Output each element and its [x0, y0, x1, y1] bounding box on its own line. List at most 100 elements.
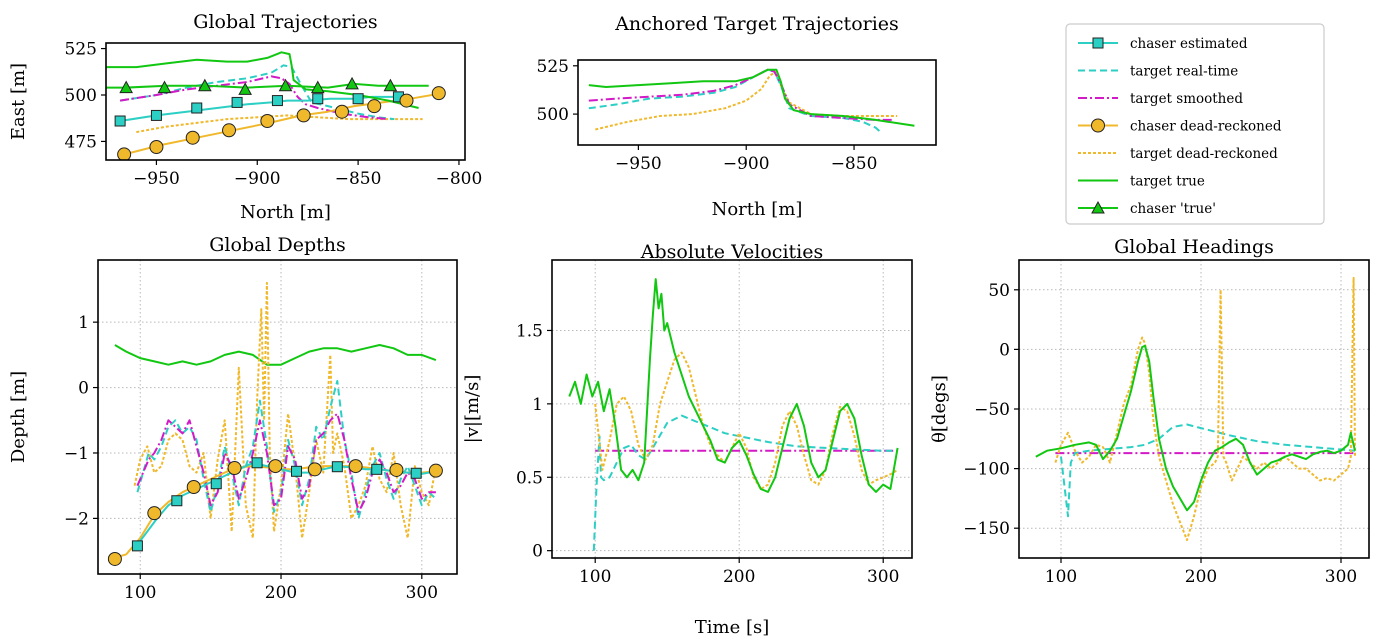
chaser-deadreckoned-marker: [107, 551, 122, 566]
chaser-estimated-marker: [231, 96, 243, 108]
y-tick-label: 500: [537, 105, 569, 125]
target-deadreckoned-line: [594, 351, 899, 490]
y-tick-label: 1: [78, 313, 89, 333]
chaser-estimated-marker: [171, 495, 183, 507]
x-axis-label: Time [s]: [695, 617, 770, 638]
chaser-deadreckoned-marker: [222, 123, 237, 138]
y-tick-label: −150: [963, 519, 1010, 539]
target-true-line: [568, 278, 899, 493]
axes-frame: [105, 42, 466, 161]
chaser-estimated-marker: [410, 467, 422, 479]
anchored-trajectories-panel: −950 −900 −850 500 525 Anchored Target Trajec…: [537, 13, 937, 220]
x-tick-label: −900: [234, 169, 281, 189]
x-tick-label: −800: [436, 169, 483, 189]
y-tick-label: 475: [65, 132, 97, 152]
legend-label: target true: [1130, 174, 1205, 190]
legend-label: target smoothed: [1130, 91, 1243, 107]
legend-label: chaser dead-reckoned: [1130, 119, 1282, 135]
y-tick-label: 50: [988, 281, 1010, 301]
x-tick-label: −950: [133, 169, 180, 189]
absolute-velocities-panel: 100 200 300 0 0.5 1 1.5 Absolute Velocities Time…: [462, 241, 913, 638]
y-tick-label: 0: [999, 340, 1010, 360]
target-smoothed-line: [588, 68, 893, 121]
y-axis-label: Depth [m]: [8, 371, 29, 463]
x-tick-label: −850: [831, 154, 878, 174]
x-tick-label: 200: [265, 583, 297, 603]
x-tick-label: 100: [124, 583, 156, 603]
chaser-deadreckoned-marker: [185, 130, 200, 145]
chaser-true-marker: [119, 80, 134, 94]
chart-title: Global Trajectories: [193, 11, 377, 33]
target-true-line: [1035, 344, 1356, 512]
target-deadreckoned-line: [133, 281, 437, 539]
chaser-true-marker: [197, 78, 212, 92]
y-tick-label: 525: [65, 40, 97, 60]
target-deadreckoned-line: [136, 114, 423, 134]
chaser-deadreckoned-marker: [268, 459, 283, 474]
chaser-estimated-marker: [251, 457, 263, 469]
axes-frame: [551, 259, 913, 559]
x-tick-label: 300: [867, 567, 899, 587]
legend-label: target real-time: [1130, 64, 1238, 80]
chaser-deadreckoned-marker: [186, 479, 201, 494]
y-tick-label: 1.5: [516, 321, 543, 341]
y-tick-label: −100: [963, 460, 1010, 480]
target-true-line: [114, 344, 437, 366]
chaser-deadreckoned-marker: [399, 93, 414, 108]
target-true-line: [106, 51, 419, 109]
chaser-deadreckoned-marker: [147, 506, 162, 521]
chaser-estimated-marker: [331, 461, 343, 473]
chaser-true-marker: [278, 78, 293, 92]
axes-frame: [97, 259, 458, 575]
chaser-deadreckoned-marker: [428, 463, 443, 478]
chaser-estimated-marker: [352, 93, 364, 105]
legend-marker-chaser-estimated: [1092, 37, 1104, 49]
target-realtime-line: [1060, 423, 1356, 518]
x-tick-label: 300: [406, 583, 438, 603]
y-tick-label: −2: [64, 509, 89, 529]
chart-title: Anchored Target Trajectories: [614, 13, 899, 35]
y-tick-label: 0: [532, 542, 543, 562]
x-axis-label: North [m]: [240, 202, 331, 223]
chaser-estimated-marker: [150, 109, 162, 121]
global-trajectories-panel: −950 −900 −850 −800 475 500 525 Global Trajecto…: [8, 11, 482, 223]
chaser-true-marker: [310, 80, 325, 94]
global-depths-panel: 100 200 300 −2 −1 0 1 Global Depths Depth [m]: [8, 234, 458, 603]
chaser-deadreckoned-marker: [389, 462, 404, 477]
x-tick-label: −850: [335, 169, 382, 189]
legend-box: [1065, 23, 1325, 225]
chaser-deadreckoned-marker: [296, 108, 311, 123]
legend-marker-chaser-true: [1091, 200, 1105, 214]
y-axis-label: East [m]: [8, 63, 29, 140]
chaser-deadreckoned-marker: [367, 99, 382, 114]
legend: chaser estimated target real-time target s…: [1065, 23, 1325, 225]
x-tick-label: 100: [1045, 567, 1077, 587]
chaser-true-marker: [345, 76, 359, 90]
chaser-estimated-marker: [131, 540, 143, 552]
legend-label: chaser 'true': [1130, 201, 1216, 217]
chaser-deadreckoned-marker: [227, 461, 242, 476]
chaser-true-marker: [157, 80, 172, 94]
legend-label: chaser estimated: [1130, 36, 1248, 52]
chaser-true-marker: [383, 78, 398, 92]
target-realtime-line: [588, 68, 883, 135]
chart-title: Absolute Velocities: [640, 241, 823, 263]
target-realtime-line: [592, 414, 898, 551]
global-headings-panel: 100 200 300 −150 −100 −50 0 50 Global Headings θ[…: [929, 236, 1370, 587]
y-tick-label: 500: [65, 86, 97, 106]
y-tick-label: −1: [64, 444, 89, 464]
target-smoothed-line: [136, 412, 436, 513]
y-tick-label: 0: [78, 379, 89, 399]
chaser-estimated-marker: [291, 465, 303, 477]
axes-frame: [577, 59, 937, 146]
x-tick-label: −950: [615, 154, 662, 174]
x-tick-label: −900: [723, 154, 770, 174]
y-axis-label: θ[degs]: [929, 375, 950, 443]
chaser-estimated-marker: [271, 95, 283, 107]
y-tick-label: 0.5: [516, 468, 543, 488]
chart-title: Global Depths: [209, 234, 346, 256]
x-tick-label: 300: [1325, 567, 1357, 587]
chaser-true-line: [106, 82, 429, 89]
chaser-deadreckoned-marker: [149, 140, 164, 154]
chaser-deadreckoned-marker: [431, 86, 446, 101]
